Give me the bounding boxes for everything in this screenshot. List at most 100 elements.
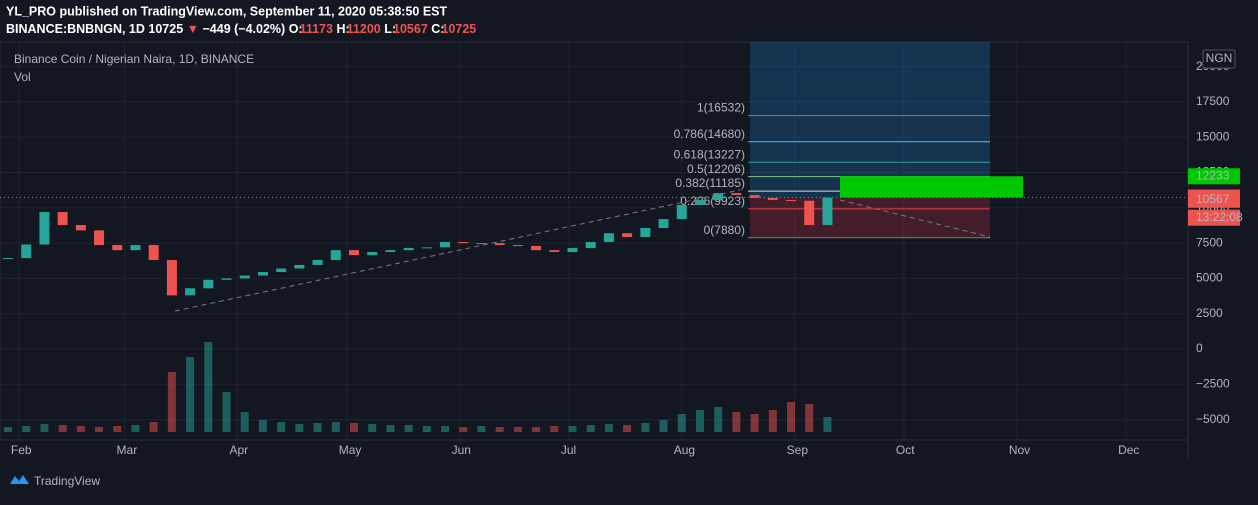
- candle: [57, 212, 68, 226]
- volume-bar: [768, 410, 777, 432]
- chart-pane: [0, 41, 1189, 441]
- volume-bar: [641, 423, 650, 432]
- volume-bar: [404, 425, 413, 432]
- change: −449 (−4.02%): [203, 22, 286, 36]
- candle: [148, 245, 159, 261]
- candle: [676, 204, 687, 220]
- volume-bar: [295, 424, 304, 432]
- x-tick-label: Oct: [896, 443, 915, 457]
- volume-bar: [331, 422, 340, 432]
- candle: [549, 250, 560, 252]
- trend-line: [174, 189, 741, 312]
- price-label: 10567: [1196, 192, 1230, 206]
- price-label-box: [1188, 191, 1240, 208]
- candle: [39, 212, 50, 245]
- last: 10725: [148, 22, 183, 36]
- header-line: YL_PRO published on TradingView.com, Sep…: [6, 4, 447, 18]
- candle: [603, 233, 614, 242]
- y-tick-label: 5000: [1196, 271, 1223, 285]
- volume-bar: [513, 427, 522, 432]
- y-tick-label: 15000: [1196, 129, 1230, 143]
- candle: [330, 250, 341, 261]
- drawing-tools: 1(16532) 0.786(14680) 0.618(13227)0.5(1220…: [0, 42, 1188, 312]
- candle: [458, 241, 469, 244]
- candle: [294, 264, 305, 269]
- fib-label: 0.382(11185): [675, 176, 745, 190]
- candle: [476, 243, 487, 245]
- candle: [221, 278, 232, 280]
- position-box: [840, 176, 1023, 198]
- footer: TradingView: [34, 474, 100, 488]
- price-label-box: [1188, 168, 1240, 185]
- y-tick-label: 0: [1196, 341, 1203, 355]
- volume-bar: [277, 422, 286, 432]
- candle: [440, 241, 451, 248]
- volume-bar: [204, 342, 213, 432]
- x-tick-label: Dec: [1118, 443, 1139, 457]
- volume-bar: [258, 420, 267, 432]
- currency-badge: [1202, 49, 1236, 69]
- volume-bar: [313, 423, 322, 432]
- candle: [767, 197, 778, 201]
- x-tick-label: Aug: [674, 443, 695, 457]
- volume-bar: [149, 422, 158, 432]
- volume-bar: [532, 427, 541, 432]
- volume-bar: [732, 412, 741, 432]
- volume-bar: [386, 425, 395, 432]
- axes: 20000175001500012500100007500500025000−2…: [11, 59, 1243, 457]
- candle: [367, 251, 378, 256]
- candle: [822, 197, 833, 226]
- volume-bar: [550, 426, 559, 432]
- volume-bar: [568, 426, 577, 432]
- candle: [694, 200, 705, 205]
- candle: [421, 247, 432, 249]
- volume-bar: [495, 427, 504, 432]
- volume-bar: [167, 372, 176, 432]
- volume-bar: [186, 357, 195, 432]
- candle: [257, 272, 268, 276]
- o-label: O:: [289, 22, 303, 36]
- x-tick-label: Sep: [787, 443, 809, 457]
- volume-bar: [222, 392, 231, 432]
- volume-bar: [477, 426, 486, 432]
- volume-bar: [113, 426, 122, 432]
- volume-bar: [22, 426, 31, 432]
- candle: [3, 258, 13, 260]
- candle: [640, 227, 651, 238]
- x-tick-label: May: [339, 443, 362, 457]
- stop-zone: [750, 197, 990, 238]
- candle: [21, 244, 32, 259]
- currency: NGN: [1206, 51, 1233, 65]
- y-tick-label: 2500: [1196, 306, 1223, 320]
- l-label: L:: [384, 22, 396, 36]
- volume-bar: [805, 404, 814, 432]
- c: 10725: [441, 22, 476, 36]
- candle: [731, 193, 742, 196]
- fib-label: 1(16532): [697, 101, 745, 115]
- trend-line: [839, 199, 991, 238]
- volume-bar: [131, 425, 140, 432]
- y-tick-label: 7500: [1196, 235, 1223, 249]
- candle: [567, 248, 578, 252]
- candle: [585, 241, 596, 249]
- candle: [403, 248, 414, 251]
- symbol: BINANCE:BNBNGN, 1D: [6, 22, 145, 36]
- volume-bar: [659, 420, 668, 432]
- chart-title: Binance Coin / Nigerian Naira, 1D, BINAN…: [14, 52, 254, 66]
- candle: [622, 233, 633, 238]
- candle: [203, 279, 214, 289]
- candle: [804, 200, 815, 226]
- volume-bar: [349, 423, 358, 432]
- volume-bar: [823, 417, 832, 432]
- fib-label: 0(7880): [704, 223, 745, 237]
- volume-bar: [368, 424, 377, 432]
- volume-bar: [459, 427, 468, 432]
- y-tick-label: 17500: [1196, 94, 1230, 108]
- o: 11173: [300, 22, 333, 36]
- fib-label: 0.618(13227): [674, 147, 745, 161]
- candle: [94, 230, 105, 246]
- volume-bar: [787, 402, 796, 432]
- x-tick-label: Feb: [11, 443, 32, 457]
- grid: [0, 42, 1188, 440]
- fib-label: 0.786(14680): [674, 127, 745, 141]
